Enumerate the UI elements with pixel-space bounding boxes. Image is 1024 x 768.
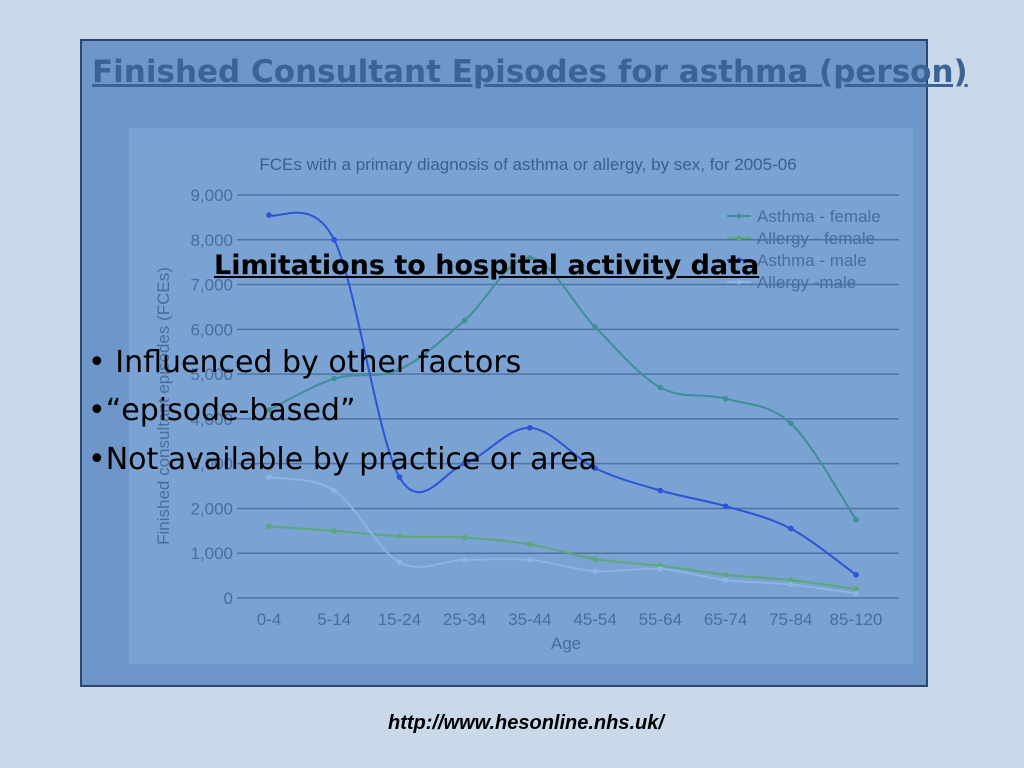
data-point — [592, 465, 598, 471]
data-point — [722, 571, 729, 578]
bullet-item: • Influenced by other factors — [88, 345, 522, 380]
series-line — [268, 476, 857, 595]
y-tick-label: 0 — [224, 589, 233, 608]
x-axis-ticks: 0-4 5-14 15-24 25-34 35-44 45-54 55-64 65-74 75-… — [257, 610, 883, 629]
y-tick-label: 2,000 — [190, 499, 233, 518]
chart-title: FCEs with a primary diagnosis of asthma … — [259, 155, 796, 174]
data-point — [722, 577, 729, 583]
x-tick-label: 25-34 — [443, 610, 486, 629]
data-point — [527, 254, 533, 261]
y-tick-label: 3,000 — [190, 455, 233, 474]
data-point — [461, 557, 468, 563]
data-point — [266, 523, 272, 530]
data-point — [266, 212, 272, 218]
y-tick-label: 7,000 — [190, 276, 233, 295]
legend-label: Asthma - female — [757, 207, 881, 226]
overlay-heading: Limitations to hospital activity data — [214, 250, 760, 281]
y-tick-label: 4,000 — [190, 410, 233, 429]
series-line — [268, 525, 857, 590]
y-axis-ticks: 0 1,000 2,000 3,000 4,000 5,000 6,000 7,000 8,00… — [190, 186, 233, 608]
data-point — [331, 528, 338, 534]
data-point — [527, 541, 533, 548]
chart-background — [129, 128, 913, 664]
y-tick-label: 1,000 — [190, 544, 233, 563]
data-point — [787, 577, 794, 583]
data-point — [461, 460, 468, 467]
data-point — [592, 556, 598, 562]
data-point — [853, 586, 859, 592]
y-tick-label: 6,000 — [190, 320, 233, 339]
data-point — [592, 324, 598, 330]
x-axis-label: Age — [551, 634, 581, 653]
data-point — [266, 407, 272, 413]
bullet-item: •“episode-based” — [88, 393, 356, 428]
data-point — [657, 487, 664, 494]
x-tick-label: 15-24 — [378, 610, 421, 629]
line-chart: FCEs with a primary diagnosis of asthma … — [129, 128, 913, 664]
y-tick-label: 9,000 — [190, 186, 233, 205]
data-point — [853, 516, 859, 523]
legend-label: Allergy - female — [757, 229, 875, 248]
y-tick-label: 5,000 — [190, 365, 233, 384]
data-point — [461, 317, 468, 324]
data-point — [266, 474, 272, 480]
x-tick-label: 0-4 — [257, 610, 282, 629]
data-point — [331, 487, 338, 494]
legend-marker — [736, 257, 742, 263]
x-tick-label: 55-64 — [639, 610, 682, 629]
data-point — [396, 533, 403, 540]
data-point — [461, 534, 468, 541]
data-point — [853, 571, 859, 578]
legend-marker — [736, 213, 742, 219]
series-line — [268, 256, 857, 521]
y-axis-label: Finished consultant episodes (FCEs) — [154, 267, 173, 545]
y-tick-label: 8,000 — [190, 231, 233, 250]
data-point — [527, 425, 533, 431]
slide-title: Finished Consultant Episodes for asthma … — [92, 54, 968, 90]
chart-legend: Asthma - female Allergy - female Asthma - … — [727, 207, 881, 292]
chart-container: FCEs with a primary diagnosis of asthma … — [129, 128, 913, 664]
data-point — [396, 474, 403, 480]
x-tick-label: 85-120 — [830, 610, 883, 629]
source-link[interactable]: http://www.hesonline.nhs.uk/ — [388, 712, 664, 734]
data-point — [787, 525, 794, 532]
data-point — [722, 503, 729, 510]
data-point — [396, 559, 403, 565]
x-tick-label: 35-44 — [508, 610, 551, 629]
data-point — [853, 590, 859, 597]
data-point — [657, 566, 664, 572]
data-point — [331, 375, 338, 382]
x-tick-label: 75-84 — [769, 610, 812, 629]
bullet-item: •Not available by practice or area — [88, 442, 598, 477]
legend-marker — [736, 235, 742, 241]
data-point — [657, 384, 664, 391]
series-group — [266, 211, 859, 597]
legend-label: Asthma - male — [757, 251, 867, 270]
data-point — [331, 236, 338, 243]
data-point — [527, 557, 533, 563]
data-point — [592, 568, 598, 574]
data-point — [722, 395, 729, 402]
x-tick-label: 5-14 — [317, 610, 351, 629]
data-point — [396, 366, 403, 373]
data-point — [787, 420, 794, 427]
gridlines — [237, 194, 899, 599]
legend-label: Allergy -male — [757, 273, 856, 292]
data-point — [787, 581, 794, 588]
x-tick-label: 65-74 — [704, 610, 747, 629]
x-tick-label: 45-54 — [573, 610, 616, 629]
legend-marker — [736, 279, 742, 285]
